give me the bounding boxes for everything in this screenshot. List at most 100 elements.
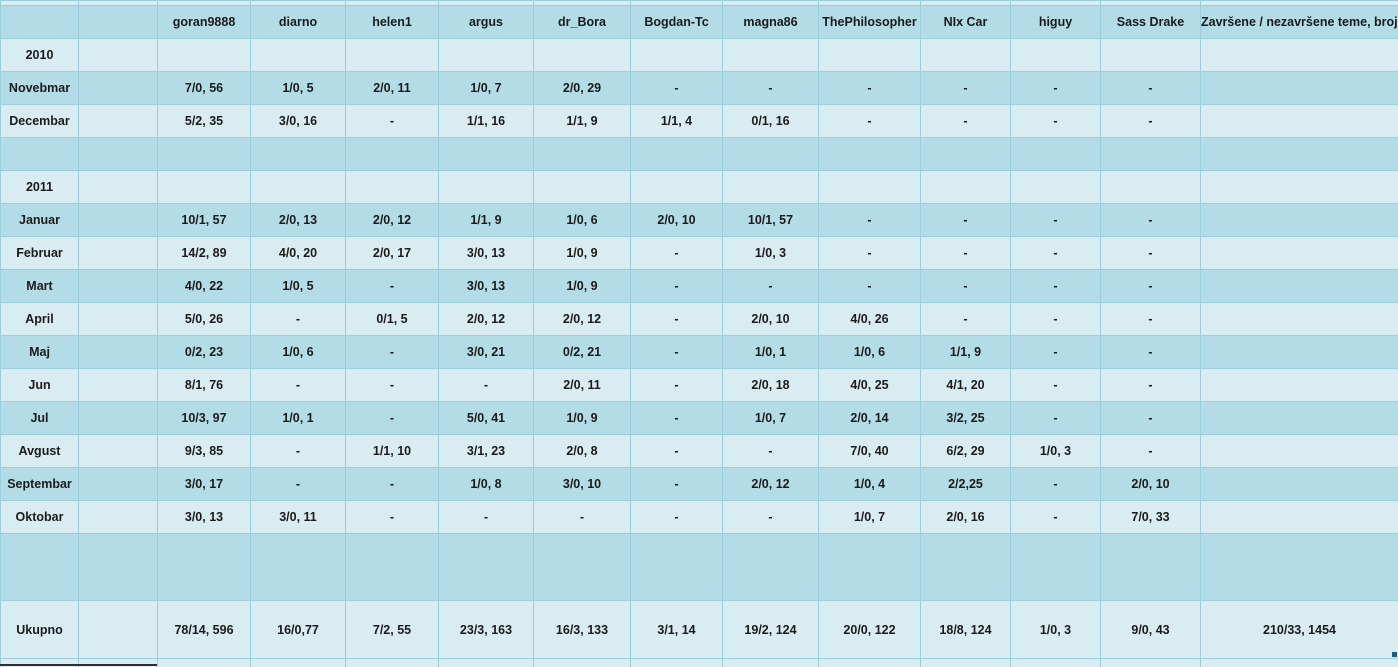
empty-cell[interactable] — [157, 38, 251, 72]
data-cell[interactable]: - — [1100, 71, 1201, 105]
data-cell[interactable]: - — [818, 104, 921, 138]
logs-note-header[interactable]: Završene / nezavršene teme, broj logova — [1200, 5, 1398, 39]
total-label[interactable]: Ukupno — [0, 600, 79, 659]
empty-cell[interactable] — [1200, 302, 1398, 336]
corner-cell[interactable] — [0, 5, 79, 39]
empty-cell[interactable] — [533, 170, 631, 204]
empty-cell[interactable] — [1200, 500, 1398, 534]
empty-cell[interactable] — [818, 658, 921, 667]
empty-cell[interactable] — [1010, 170, 1101, 204]
data-cell[interactable]: 2/0, 12 — [345, 203, 439, 237]
empty-cell[interactable] — [722, 170, 819, 204]
data-cell[interactable]: 1/0, 7 — [722, 401, 819, 435]
data-cell[interactable]: 1/0, 3 — [1010, 434, 1101, 468]
data-cell[interactable]: 2/0, 12 — [438, 302, 534, 336]
data-cell[interactable]: - — [345, 500, 439, 534]
empty-cell[interactable] — [533, 137, 631, 171]
data-cell[interactable]: 9/3, 85 — [157, 434, 251, 468]
row-label-februar[interactable]: Februar — [0, 236, 79, 270]
data-cell[interactable]: 1/0, 5 — [250, 269, 346, 303]
data-cell[interactable]: 4/0, 26 — [818, 302, 921, 336]
empty-cell[interactable] — [438, 38, 534, 72]
data-cell[interactable]: - — [438, 368, 534, 402]
empty-cell[interactable] — [818, 137, 921, 171]
data-cell[interactable]: - — [1010, 236, 1101, 270]
data-cell[interactable]: - — [818, 203, 921, 237]
data-cell[interactable]: 1/0, 5 — [250, 71, 346, 105]
data-cell[interactable]: - — [630, 401, 723, 435]
empty-cell[interactable] — [157, 658, 251, 667]
data-cell[interactable]: - — [630, 500, 723, 534]
empty-cell[interactable] — [630, 170, 723, 204]
data-cell[interactable]: 4/1, 20 — [920, 368, 1011, 402]
total-cell[interactable]: 20/0, 122 — [818, 600, 921, 659]
data-cell[interactable]: 2/0, 17 — [345, 236, 439, 270]
empty-cell[interactable] — [78, 533, 158, 601]
data-cell[interactable]: 2/0, 18 — [722, 368, 819, 402]
data-cell[interactable]: - — [345, 335, 439, 369]
data-cell[interactable]: - — [630, 302, 723, 336]
data-cell[interactable]: 2/0, 14 — [818, 401, 921, 435]
row-label-mart[interactable]: Mart — [0, 269, 79, 303]
data-cell[interactable]: - — [438, 500, 534, 534]
data-cell[interactable]: 1/0, 9 — [533, 236, 631, 270]
data-cell[interactable]: 4/0, 20 — [250, 236, 346, 270]
empty-cell[interactable] — [533, 533, 631, 601]
data-cell[interactable]: 3/0, 11 — [250, 500, 346, 534]
data-cell[interactable]: - — [920, 269, 1011, 303]
total-cell[interactable]: 78/14, 596 — [157, 600, 251, 659]
data-cell[interactable]: - — [250, 467, 346, 501]
empty-cell[interactable] — [345, 658, 439, 667]
data-cell[interactable]: - — [345, 104, 439, 138]
empty-cell[interactable] — [818, 533, 921, 601]
empty-cell[interactable] — [630, 38, 723, 72]
total-cell[interactable]: 16/0,77 — [250, 600, 346, 659]
data-cell[interactable]: - — [1100, 434, 1201, 468]
row-label-2011[interactable]: 2011 — [0, 170, 79, 204]
data-cell[interactable]: 10/3, 97 — [157, 401, 251, 435]
data-cell[interactable]: 5/2, 35 — [157, 104, 251, 138]
empty-cell[interactable] — [78, 335, 158, 369]
data-cell[interactable]: 1/1, 16 — [438, 104, 534, 138]
empty-cell[interactable] — [250, 533, 346, 601]
column-header-thephilosopher[interactable]: ThePhilosopher — [818, 5, 921, 39]
column-header-higuy[interactable]: higuy — [1010, 5, 1101, 39]
empty-cell[interactable] — [722, 658, 819, 667]
data-cell[interactable]: 2/2,25 — [920, 467, 1011, 501]
data-cell[interactable]: 2/0, 10 — [722, 302, 819, 336]
data-cell[interactable]: 7/0, 33 — [1100, 500, 1201, 534]
empty-cell[interactable] — [250, 38, 346, 72]
column-header-helen1[interactable]: helen1 — [345, 5, 439, 39]
empty-cell[interactable] — [920, 533, 1011, 601]
empty-cell[interactable] — [1100, 658, 1201, 667]
data-cell[interactable]: 2/0, 10 — [630, 203, 723, 237]
empty-cell[interactable] — [1200, 434, 1398, 468]
empty-cell[interactable] — [920, 38, 1011, 72]
empty-cell[interactable] — [78, 170, 158, 204]
empty-cell[interactable] — [78, 38, 158, 72]
data-cell[interactable]: - — [630, 335, 723, 369]
total-cell[interactable]: 7/2, 55 — [345, 600, 439, 659]
data-cell[interactable]: - — [1010, 269, 1101, 303]
empty-cell[interactable] — [920, 137, 1011, 171]
data-cell[interactable]: 2/0, 8 — [533, 434, 631, 468]
data-cell[interactable]: 0/1, 16 — [722, 104, 819, 138]
data-cell[interactable]: - — [345, 401, 439, 435]
column-header-argus[interactable]: argus — [438, 5, 534, 39]
row-label-april[interactable]: April — [0, 302, 79, 336]
data-cell[interactable]: - — [1010, 368, 1101, 402]
column-header-diarno[interactable]: diarno — [250, 5, 346, 39]
data-cell[interactable]: - — [630, 236, 723, 270]
empty-cell[interactable] — [722, 533, 819, 601]
data-cell[interactable]: 2/0, 16 — [920, 500, 1011, 534]
empty-cell[interactable] — [1100, 38, 1201, 72]
data-cell[interactable]: - — [1010, 467, 1101, 501]
data-cell[interactable]: - — [722, 434, 819, 468]
data-cell[interactable]: 3/2, 25 — [920, 401, 1011, 435]
row-label-jun[interactable]: Jun — [0, 368, 79, 402]
empty-cell[interactable] — [78, 269, 158, 303]
data-cell[interactable]: - — [250, 434, 346, 468]
row-label-maj[interactable]: Maj — [0, 335, 79, 369]
data-cell[interactable]: - — [1100, 335, 1201, 369]
empty-cell[interactable] — [1010, 137, 1101, 171]
